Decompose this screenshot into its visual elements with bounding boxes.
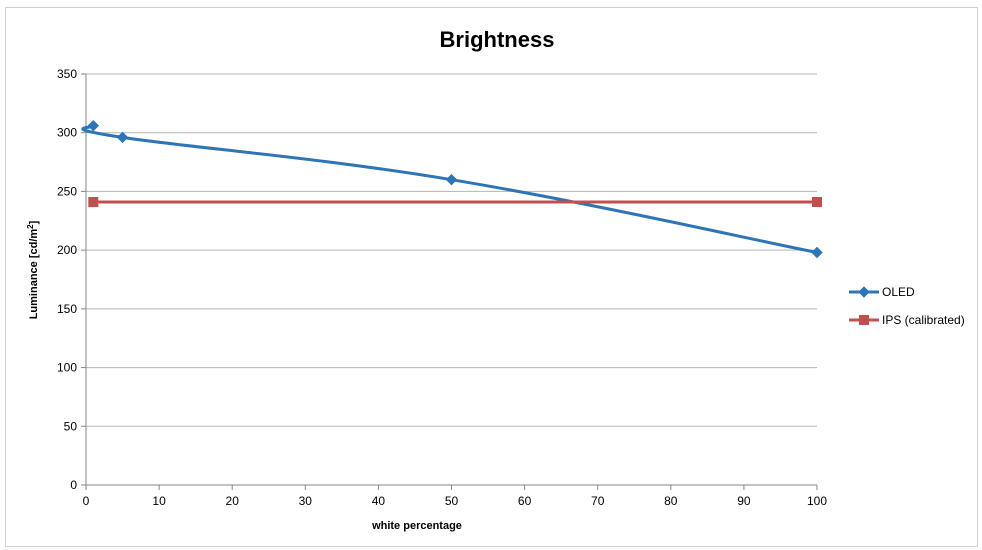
x-tick-label-20: 20 [226,494,240,508]
legend-label-oled: OLED [882,285,915,299]
y-tick-label-150: 150 [57,302,77,316]
series-line-oled [81,124,819,254]
x-tick-label-100: 100 [807,494,827,508]
gridlines [86,73,817,427]
y-tick-label-100: 100 [57,361,77,375]
x-tick-label-0: 0 [83,494,90,508]
data-point-ips-calibrated-1 [88,196,99,207]
y-axis-title-superscript: 2 [26,224,35,229]
data-point-oled-5 [116,131,129,144]
x-tick-label-60: 60 [518,494,532,508]
series-markers [87,119,823,259]
y-tick-label-0: 0 [70,478,77,492]
data-point-ips-calibrated-100 [812,196,822,207]
x-axis-title: white percentage [371,520,462,532]
y-tick-label-200: 200 [57,243,77,257]
x-tick-label-40: 40 [372,494,386,508]
y-tick-label-350: 350 [57,67,77,81]
x-tick-label-30: 30 [299,494,313,508]
y-axis-title: Luminance [cd/m2] [26,220,40,319]
legend: OLED IPS (calibrated) [849,285,965,327]
y-tick-label-50: 50 [64,419,78,433]
data-point-oled-1 [87,119,100,132]
x-tick-label-50: 50 [445,494,459,508]
x-tick-label-10: 10 [152,494,166,508]
series-lines [81,124,819,254]
x-tick-label-80: 80 [664,494,678,508]
data-point-oled-100 [811,246,823,259]
y-axis-title-end: ] [28,220,40,224]
y-tick-label-300: 300 [57,126,77,140]
chart-area: Brightness 0 50 100 150 200 250 300 350 0 10 20 30 4… [5,7,978,547]
legend-label-ips-calibrated: IPS (calibrated) [882,313,965,327]
legend-marker-ips-calibrated [859,315,869,325]
x-tick-label-70: 70 [591,494,605,508]
axes: 0 50 100 150 200 250 300 350 0 10 20 30 40 50 60 70 80 90… [57,67,827,508]
x-tick-label-90: 90 [737,494,751,508]
y-tick-label-250: 250 [57,184,77,198]
chart-title: Brightness [440,27,555,52]
y-axis-title-main: Luminance [cd/m [28,229,40,320]
legend-marker-oled [858,286,870,298]
data-point-oled-50 [445,173,458,186]
